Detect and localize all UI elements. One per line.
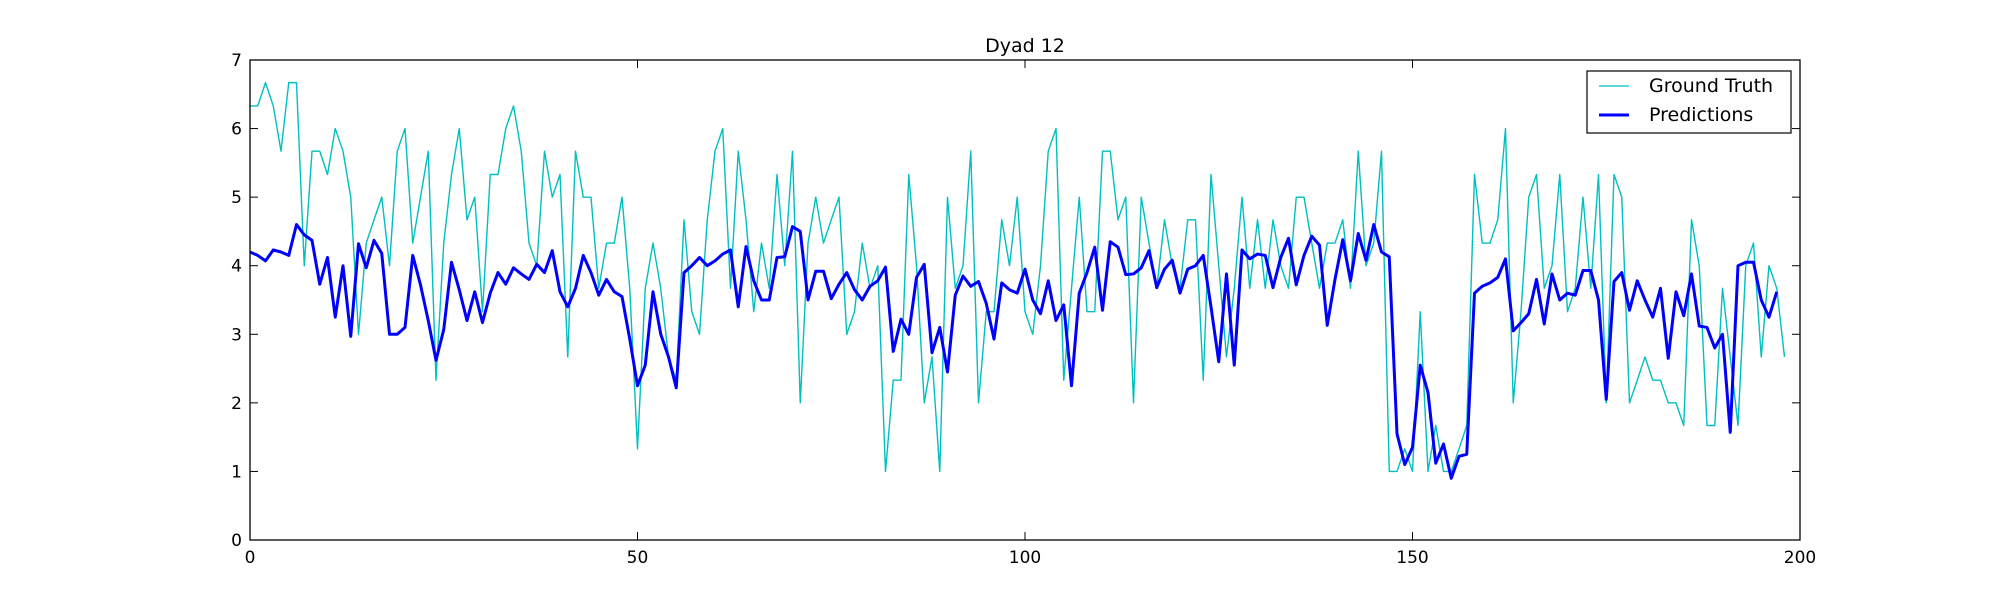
legend-label-ground-truth: Ground Truth (1649, 75, 1773, 97)
legend: Ground Truth Predictions (1586, 70, 1792, 134)
series-line-predictions (249, 223, 1779, 480)
series-layer (249, 81, 1786, 480)
x-tick-label: 0 (245, 548, 256, 568)
x-tick-label: 100 (1009, 548, 1041, 568)
legend-box (1586, 70, 1792, 134)
y-axis: 0 1 2 3 4 5 6 7 (231, 51, 1800, 551)
y-tick-label: 0 (231, 531, 242, 551)
x-tick-label: 200 (1784, 548, 1816, 568)
x-axis: 0 50 100 150 200 (245, 60, 1816, 568)
x-tick-label: 50 (627, 548, 649, 568)
y-tick-label: 7 (231, 51, 242, 71)
x-tick-label: 150 (1396, 548, 1428, 568)
y-tick-label: 1 (231, 462, 242, 482)
legend-label-predictions: Predictions (1649, 104, 1753, 126)
y-tick-label: 6 (231, 120, 242, 140)
y-tick-label: 5 (231, 188, 242, 208)
y-tick-label: 2 (231, 394, 242, 414)
chart-title: Dyad 12 (985, 35, 1065, 57)
y-tick-label: 3 (231, 325, 242, 345)
series-line-ground-truth (250, 81, 1786, 473)
y-tick-label: 4 (231, 257, 242, 277)
